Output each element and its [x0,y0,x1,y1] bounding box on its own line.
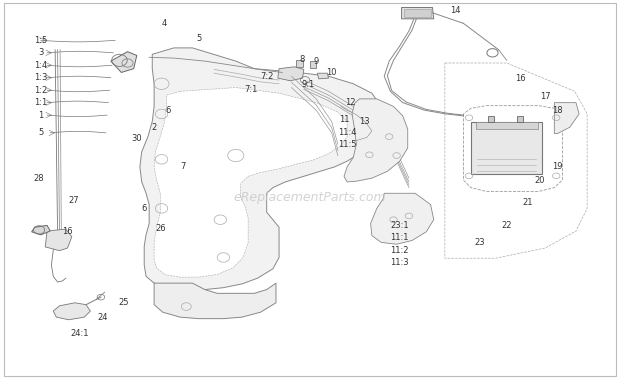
Polygon shape [278,67,304,81]
Polygon shape [471,122,542,174]
Polygon shape [154,88,347,277]
Text: 14: 14 [450,6,461,15]
Polygon shape [53,303,91,320]
Text: 1:2: 1:2 [34,86,48,95]
Text: 25: 25 [118,298,128,307]
Text: 8: 8 [299,55,304,64]
Text: 1:5: 1:5 [34,36,48,45]
Text: 7:2: 7:2 [260,72,273,81]
Text: 10: 10 [326,68,337,77]
Text: 16: 16 [62,227,73,236]
Text: 28: 28 [33,174,45,183]
Polygon shape [371,193,434,244]
Text: 27: 27 [68,196,79,205]
Text: 2: 2 [151,123,157,132]
Text: eReplacementParts.com: eReplacementParts.com [234,191,386,204]
Text: 23: 23 [475,238,485,247]
Polygon shape [310,61,316,67]
Text: 1:1: 1:1 [34,98,48,107]
Text: 11:4: 11:4 [338,128,356,136]
Text: 9: 9 [314,56,319,66]
Polygon shape [140,48,381,290]
Text: 11:3: 11:3 [391,258,409,267]
Text: 6: 6 [141,204,147,213]
Text: 23:1: 23:1 [391,221,409,230]
Text: 18: 18 [552,106,563,115]
Text: 1: 1 [38,111,43,120]
Text: 7:1: 7:1 [244,85,258,94]
Polygon shape [476,122,538,129]
Text: 7: 7 [180,162,186,171]
Text: 17: 17 [540,92,551,102]
Text: 1:4: 1:4 [34,61,48,70]
Text: 30: 30 [131,134,142,143]
Polygon shape [402,8,434,19]
Text: 11: 11 [339,115,349,124]
Text: 26: 26 [155,224,166,232]
Polygon shape [344,99,408,182]
Text: 11:1: 11:1 [391,233,409,242]
Text: 19: 19 [552,161,563,171]
Text: 24: 24 [97,313,108,322]
Polygon shape [317,73,329,79]
Text: 20: 20 [535,175,546,185]
Text: 21: 21 [523,198,533,207]
Text: 4: 4 [162,19,167,28]
Polygon shape [517,116,523,122]
Text: 12: 12 [345,98,355,107]
Text: 6: 6 [165,106,171,115]
Polygon shape [296,60,303,67]
Text: 11:2: 11:2 [391,246,409,255]
Text: 11:5: 11:5 [338,140,356,149]
Text: 16: 16 [515,74,526,83]
Polygon shape [404,9,432,17]
Polygon shape [488,116,494,122]
Text: 22: 22 [502,221,512,230]
Text: 9:1: 9:1 [301,80,315,89]
Polygon shape [32,226,50,235]
Text: 5: 5 [38,128,43,137]
Text: 24:1: 24:1 [71,329,89,338]
Polygon shape [154,283,276,319]
Text: 3: 3 [38,48,43,57]
Polygon shape [554,103,579,134]
Polygon shape [111,52,137,72]
Text: 1:3: 1:3 [34,73,48,82]
Text: 13: 13 [359,117,370,126]
Text: 5: 5 [196,34,202,43]
Polygon shape [45,229,72,251]
